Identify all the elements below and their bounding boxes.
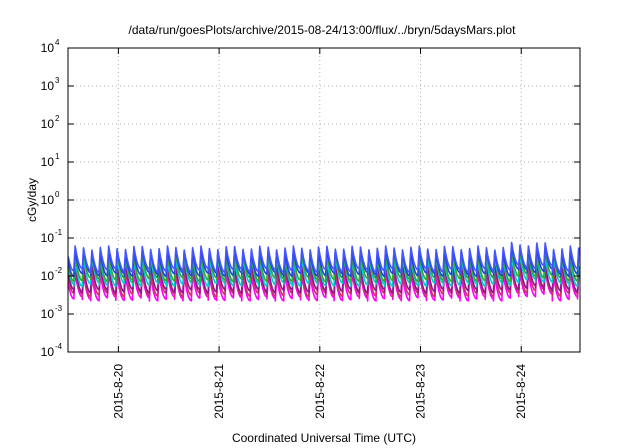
y-tick-label: 10: [41, 231, 55, 245]
y-tick-label: 10: [41, 117, 55, 131]
y-tick-exponent: 1: [55, 152, 60, 161]
y-tick-label: 10: [41, 155, 55, 169]
series-line: [68, 264, 579, 297]
x-tick-label: 2015-8-23: [414, 364, 428, 419]
y-tick-label: 10: [41, 193, 55, 207]
y-tick-exponent: 0: [55, 190, 60, 199]
y-tick-exponent: 4: [55, 38, 60, 47]
series-line: [68, 242, 579, 272]
chart-title: /data/run/goesPlots/archive/2015-08-24/1…: [129, 23, 517, 37]
y-tick-label: 10: [41, 307, 55, 321]
y-tick-label: 10: [41, 41, 55, 55]
y-axis-label: cGy/day: [25, 178, 39, 222]
y-tick-label: 10: [41, 79, 55, 93]
x-tick-label: 2015-8-21: [212, 364, 226, 419]
y-tick-label: 10: [41, 345, 55, 359]
y-tick-exponent: -3: [55, 304, 63, 313]
x-tick-label: 2015-8-24: [514, 364, 528, 419]
series-line: [68, 248, 579, 281]
y-tick-exponent: -4: [55, 342, 63, 351]
x-tick-label: 2015-8-22: [313, 364, 327, 419]
y-tick-exponent: 3: [55, 76, 60, 85]
x-axis-label: Coordinated Universal Time (UTC): [232, 431, 416, 445]
grid: [68, 48, 580, 352]
x-tick-label: 2015-8-20: [111, 364, 125, 419]
y-tick-label: 10: [41, 269, 55, 283]
y-tick-exponent: -1: [55, 228, 63, 237]
series-line: [68, 259, 579, 293]
series-group: [68, 242, 579, 301]
y-tick-exponent: 2: [55, 114, 60, 123]
y-tick-exponent: -2: [55, 266, 63, 275]
